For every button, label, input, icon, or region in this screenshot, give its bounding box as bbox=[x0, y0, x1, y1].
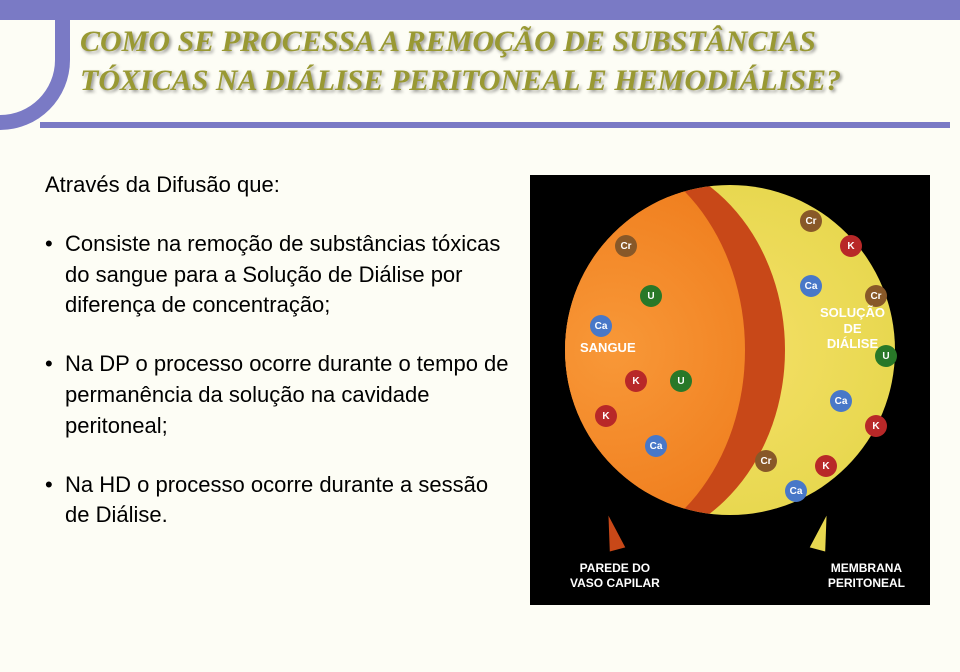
bullet-1: Consiste na remoção de substâncias tóxic… bbox=[45, 229, 515, 321]
left-accent bbox=[0, 20, 70, 130]
ion-cr: Cr bbox=[800, 210, 822, 232]
ion-k: K bbox=[840, 235, 862, 257]
bullet-2: Na DP o processo ocorre durante o tempo … bbox=[45, 349, 515, 441]
intro-text: Através da Difusão que: bbox=[45, 170, 515, 201]
label-solution-l1: SOLUÇÃO bbox=[820, 305, 885, 320]
ion-cr: Cr bbox=[755, 450, 777, 472]
content-area: Através da Difusão que: Consiste na remo… bbox=[45, 170, 515, 559]
ion-k: K bbox=[595, 405, 617, 427]
ion-cr: Cr bbox=[865, 285, 887, 307]
horizontal-divider bbox=[40, 122, 950, 128]
label-capillary-wall: PAREDE DO VASO CAPILAR bbox=[570, 561, 660, 590]
label-parede-l2: VASO CAPILAR bbox=[570, 576, 660, 590]
label-solution-l2: DE bbox=[843, 321, 861, 336]
diffusion-diagram: Ca K U Cr K Ca U Cr K Ca Cr U Ca K Cr K … bbox=[530, 175, 930, 605]
label-blood: SANGUE bbox=[580, 340, 636, 355]
label-solution: SOLUÇÃO DE DIÁLISE bbox=[820, 305, 885, 352]
label-membrana-l2: PERITONEAL bbox=[828, 576, 905, 590]
ion-ca: Ca bbox=[645, 435, 667, 457]
label-membrana-l1: MEMBRANA bbox=[831, 561, 902, 575]
ion-k: K bbox=[815, 455, 837, 477]
slide-title: COMO SE PROCESSA A REMOÇÃO DE SUBSTÂNCIA… bbox=[80, 22, 940, 100]
ion-ca: Ca bbox=[830, 390, 852, 412]
ion-ca: Ca bbox=[590, 315, 612, 337]
ion-cr: Cr bbox=[615, 235, 637, 257]
ion-k: K bbox=[865, 415, 887, 437]
ion-u: U bbox=[670, 370, 692, 392]
ion-ca: Ca bbox=[800, 275, 822, 297]
bullet-3: Na HD o processo ocorre durante a sessão… bbox=[45, 470, 515, 532]
label-peritoneal-membrane: MEMBRANA PERITONEAL bbox=[828, 561, 905, 590]
ion-u: U bbox=[640, 285, 662, 307]
ion-k: K bbox=[625, 370, 647, 392]
label-solution-l3: DIÁLISE bbox=[827, 336, 878, 351]
slide-container: COMO SE PROCESSA A REMOÇÃO DE SUBSTÂNCIA… bbox=[0, 0, 960, 672]
top-bar bbox=[0, 0, 960, 20]
ion-ca: Ca bbox=[785, 480, 807, 502]
label-parede-l1: PAREDE DO bbox=[580, 561, 650, 575]
